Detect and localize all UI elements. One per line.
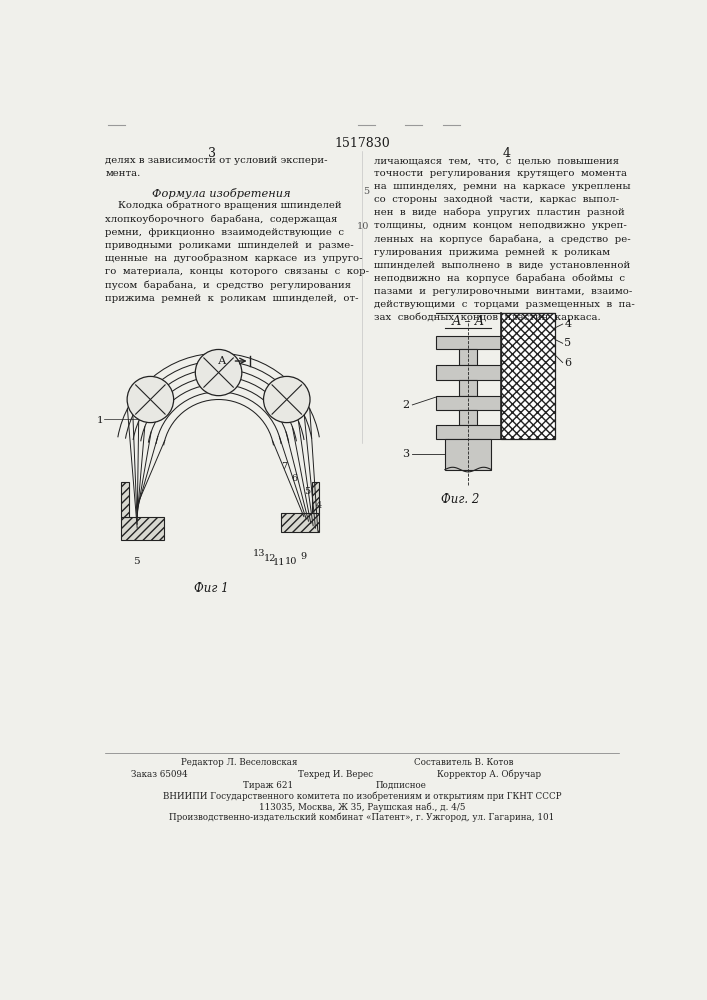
Text: 11: 11 — [273, 558, 286, 567]
Bar — [312, 482, 320, 513]
Bar — [121, 517, 163, 540]
Bar — [436, 365, 501, 380]
Text: 13: 13 — [252, 549, 265, 558]
Bar — [459, 380, 477, 396]
Text: Тираж 621: Тираж 621 — [243, 781, 293, 790]
Text: 1517830: 1517830 — [334, 137, 390, 150]
Text: 10: 10 — [356, 222, 369, 231]
Bar — [436, 396, 501, 410]
Text: ВНИИПИ Государственного комитета по изобретениям и открытиям при ГКНТ СССР: ВНИИПИ Государственного комитета по изоб… — [163, 791, 561, 801]
Text: Техред И. Верес: Техред И. Верес — [298, 770, 373, 779]
Text: Заказ 65094: Заказ 65094 — [131, 770, 188, 779]
Text: Фиг. 2: Фиг. 2 — [441, 493, 479, 506]
Text: 6: 6 — [291, 474, 298, 483]
Bar — [436, 425, 501, 439]
Circle shape — [264, 376, 310, 423]
Text: А – А: А – А — [452, 315, 485, 328]
Text: Подписное: Подписное — [375, 781, 426, 790]
Bar — [436, 336, 501, 349]
Circle shape — [195, 349, 242, 396]
Text: 6: 6 — [564, 358, 571, 368]
Bar — [501, 312, 555, 439]
Text: 5: 5 — [363, 187, 369, 196]
Text: делях в зависимости от условий экспери-
мента.: делях в зависимости от условий экспери- … — [105, 156, 328, 178]
Text: Формула изобретения: Формула изобретения — [153, 188, 291, 199]
Bar — [281, 513, 320, 532]
Text: 7: 7 — [281, 462, 288, 471]
Text: 5: 5 — [133, 557, 140, 566]
Circle shape — [127, 376, 174, 423]
Text: Корректор А. Обручар: Корректор А. Обручар — [437, 770, 542, 779]
Text: 4: 4 — [316, 500, 322, 510]
Text: Редактор Л. Веселовская: Редактор Л. Веселовская — [182, 758, 298, 767]
Text: Составитель В. Котов: Составитель В. Котов — [414, 758, 513, 767]
Bar — [445, 439, 491, 470]
Bar — [121, 482, 129, 517]
Text: Колодка обратного вращения шпинделей
хлопкоуборочного  барабана,  содержащая
рем: Колодка обратного вращения шпинделей хло… — [105, 201, 370, 303]
Text: личающаяся  тем,  что,  с  целью  повышения
точности  регулирования  крутящего  : личающаяся тем, что, с целью повышения т… — [373, 156, 634, 322]
Text: 5: 5 — [564, 338, 571, 348]
Text: Фиг 1: Фиг 1 — [194, 582, 228, 595]
Text: 1: 1 — [97, 416, 103, 425]
Text: 113035, Москва, Ж 35, Раушская наб., д. 4/5: 113035, Москва, Ж 35, Раушская наб., д. … — [259, 802, 465, 812]
Text: 3: 3 — [209, 147, 216, 160]
Bar — [459, 349, 477, 365]
Text: Производственно-издательский комбинат «Патент», г. Ужгород, ул. Гагарина, 101: Производственно-издательский комбинат «П… — [169, 813, 554, 822]
Text: 2: 2 — [402, 400, 409, 410]
Text: 4: 4 — [503, 147, 511, 160]
Bar — [459, 410, 477, 425]
Text: 3: 3 — [402, 449, 409, 459]
Text: 12: 12 — [264, 554, 276, 563]
Text: А: А — [218, 356, 226, 366]
Text: 10: 10 — [284, 557, 297, 566]
Text: 9: 9 — [300, 552, 307, 561]
Text: 5: 5 — [305, 487, 311, 496]
Text: 4: 4 — [564, 319, 571, 329]
